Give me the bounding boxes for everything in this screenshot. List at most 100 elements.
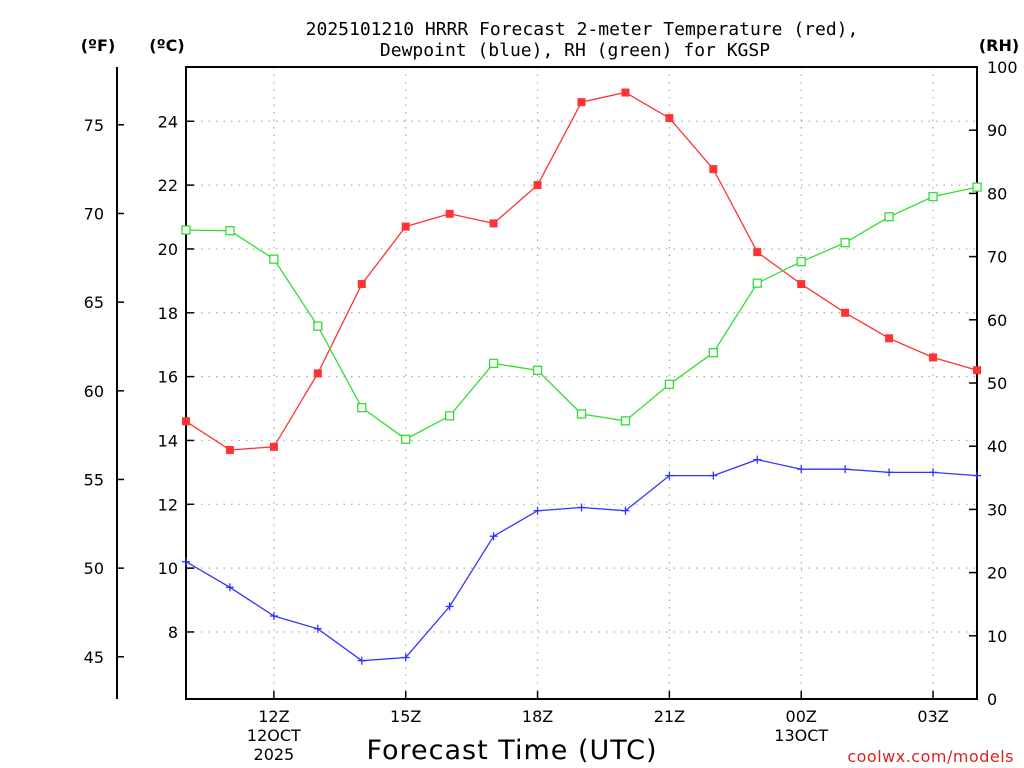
fahrenheit-tick-label: 45 bbox=[84, 648, 104, 667]
rh-tick-label: 90 bbox=[987, 121, 1007, 140]
tick-labels: 8 10 12 14 16 18 20 22 24 45 50 55 60 65 70 75 0 10 20 30 40… bbox=[84, 58, 1018, 764]
temperature-line bbox=[185, 91, 978, 451]
rh-point bbox=[972, 182, 982, 192]
rh-tick-label: 70 bbox=[987, 248, 1007, 267]
rh-tick-label: 30 bbox=[987, 500, 1007, 519]
rh-point bbox=[445, 411, 455, 421]
rh-point bbox=[401, 434, 411, 444]
celsius-tick-label: 12 bbox=[158, 495, 178, 514]
temperature-point bbox=[929, 353, 938, 362]
fahrenheit-tick-label: 60 bbox=[84, 382, 104, 401]
x-tick-label: 03Z bbox=[917, 707, 948, 726]
x-tick-label: 00Z bbox=[786, 707, 817, 726]
dewpoint-point bbox=[577, 503, 586, 512]
celsius-tick-label: 18 bbox=[158, 304, 178, 323]
rh-point bbox=[576, 409, 587, 419]
rh-point bbox=[357, 402, 367, 413]
fahrenheit-tick-label: 55 bbox=[84, 470, 104, 489]
chart-title-line-2: Dewpoint (blue), RH (green) for KGSP bbox=[380, 40, 770, 61]
rh-tick-label: 80 bbox=[987, 184, 1007, 203]
rh-point bbox=[488, 358, 499, 369]
x-tick-label: 15Z bbox=[390, 707, 421, 726]
temperature-point bbox=[225, 446, 234, 455]
dewpoint-point bbox=[929, 468, 938, 477]
chart-title-line-1: 2025101210 HRRR Forecast 2-meter Tempera… bbox=[306, 19, 859, 40]
plot-frame bbox=[185, 66, 978, 700]
x-tick-date-label: 12OCT bbox=[247, 726, 301, 745]
fahrenheit-tick-label: 50 bbox=[84, 559, 104, 578]
rh-tick-label: 60 bbox=[987, 311, 1007, 330]
grid-lines bbox=[186, 67, 977, 699]
temperature-point bbox=[885, 334, 894, 343]
dewpoint-point bbox=[182, 557, 190, 566]
dewpoint-point bbox=[533, 506, 542, 515]
rh-point bbox=[664, 379, 675, 389]
dewpoint-point bbox=[973, 471, 981, 480]
dewpoint-point bbox=[621, 506, 630, 515]
celsius-tick-label: 20 bbox=[158, 240, 178, 259]
dewpoint-point bbox=[753, 455, 762, 464]
temperature-point bbox=[533, 181, 542, 190]
rh-point bbox=[620, 416, 631, 426]
x-tick-date-label: 13OCT bbox=[774, 726, 828, 745]
temperature-point bbox=[445, 209, 454, 218]
celsius-tick-label: 16 bbox=[158, 368, 178, 387]
temperature-point bbox=[577, 98, 586, 107]
fahrenheit-tick-label: 65 bbox=[84, 293, 104, 312]
x-tick-label: 21Z bbox=[654, 707, 685, 726]
rh-point bbox=[532, 365, 543, 376]
rh-point bbox=[181, 225, 191, 235]
rh-tick-label: 20 bbox=[987, 564, 1007, 583]
celsius-tick-label: 22 bbox=[158, 176, 178, 195]
temperature-point bbox=[797, 280, 806, 289]
rh-point bbox=[752, 278, 762, 288]
celsius-tick-label: 10 bbox=[158, 559, 178, 578]
x-axis-title: Forecast Time (UTC) bbox=[366, 735, 657, 766]
dewpoint-point bbox=[885, 468, 894, 477]
rh-tick-label: 10 bbox=[987, 627, 1007, 646]
dewpoint-point bbox=[709, 471, 718, 480]
rh-point bbox=[225, 226, 235, 236]
dewpoint-point bbox=[797, 465, 806, 474]
rh-tick-label: 0 bbox=[987, 690, 997, 709]
temperature-point bbox=[182, 417, 190, 426]
temperature-point bbox=[357, 280, 366, 289]
rh-point bbox=[840, 238, 850, 248]
celsius-tick-label: 8 bbox=[168, 623, 178, 642]
dewpoint-point bbox=[841, 465, 850, 474]
rh-tick-label: 100 bbox=[987, 58, 1018, 77]
x-tick-label: 18Z bbox=[522, 707, 553, 726]
fahrenheit-tick-label: 70 bbox=[84, 204, 104, 223]
fahrenheit-axis-label: (ºF) bbox=[81, 36, 116, 55]
dewpoint-point bbox=[225, 583, 234, 592]
rh-point bbox=[796, 257, 806, 267]
x-tick-label: 12Z bbox=[258, 707, 289, 726]
rh-point bbox=[313, 321, 323, 331]
dewpoint-line bbox=[185, 458, 978, 662]
dewpoint-point bbox=[665, 471, 674, 480]
axes bbox=[116, 66, 978, 700]
temperature-point bbox=[665, 114, 674, 123]
credit-text: coolwx.com/models bbox=[847, 747, 1014, 766]
temperature-point bbox=[269, 442, 278, 451]
dewpoint-point bbox=[445, 602, 454, 611]
dewpoint-point bbox=[269, 612, 278, 621]
temperature-point bbox=[973, 366, 981, 375]
temperature-point bbox=[709, 165, 718, 174]
dewpoint-point bbox=[401, 653, 410, 662]
rh-line bbox=[185, 186, 978, 440]
rh-axis-label: (RH) bbox=[979, 36, 1019, 55]
x-tick-year-label: 2025 bbox=[254, 745, 295, 764]
data-series bbox=[181, 88, 982, 665]
dewpoint-point bbox=[313, 624, 322, 633]
celsius-axis-label: (ºC) bbox=[149, 36, 184, 55]
fahrenheit-tick-label: 75 bbox=[84, 116, 104, 135]
celsius-tick-label: 14 bbox=[158, 431, 178, 450]
rh-tick-label: 50 bbox=[987, 374, 1007, 393]
temperature-point bbox=[401, 222, 410, 231]
celsius-tick-label: 24 bbox=[158, 112, 178, 131]
rh-point bbox=[269, 254, 279, 264]
rh-point bbox=[928, 191, 938, 202]
temperature-point bbox=[313, 369, 322, 378]
